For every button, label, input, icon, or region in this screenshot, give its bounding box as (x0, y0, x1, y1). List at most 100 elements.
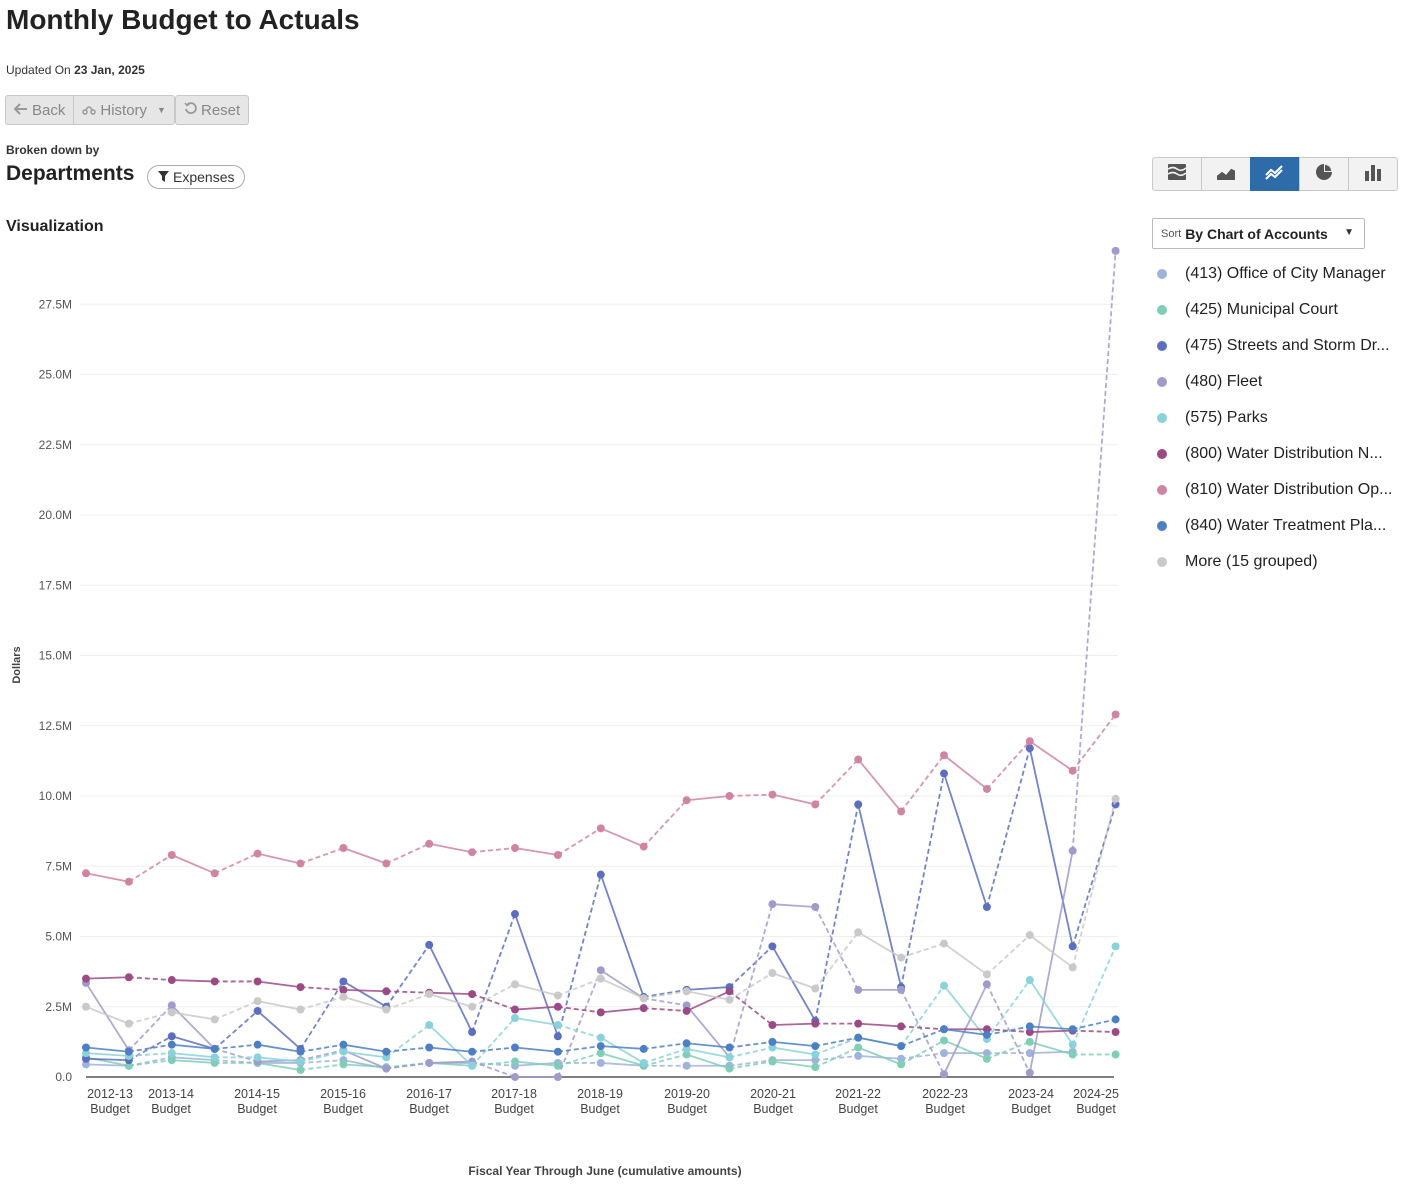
viz-bar-button[interactable] (1348, 157, 1398, 191)
data-point[interactable] (296, 1065, 305, 1074)
data-point[interactable] (296, 1047, 305, 1056)
data-point[interactable] (1025, 931, 1034, 940)
data-point[interactable] (596, 1042, 605, 1051)
data-point[interactable] (296, 859, 305, 868)
data-point[interactable] (940, 769, 948, 778)
data-point[interactable] (1111, 800, 1120, 809)
data-point[interactable] (82, 869, 90, 878)
data-point[interactable] (897, 953, 906, 962)
data-point[interactable] (468, 990, 477, 999)
data-point[interactable] (682, 1050, 691, 1059)
data-point[interactable] (511, 1057, 519, 1066)
data-point[interactable] (1111, 710, 1120, 719)
data-point[interactable] (1068, 1025, 1077, 1034)
data-point[interactable] (511, 1013, 519, 1022)
data-point[interactable] (897, 985, 906, 994)
data-point[interactable] (553, 991, 562, 1000)
data-point[interactable] (682, 1006, 691, 1015)
data-point[interactable] (124, 1061, 133, 1070)
viz-line-button[interactable] (1250, 157, 1300, 191)
data-point[interactable] (511, 1005, 519, 1014)
data-point[interactable] (167, 976, 176, 985)
legend-item[interactable]: (810) Water Distribution Op... (1155, 472, 1410, 508)
data-point[interactable] (1111, 246, 1120, 255)
data-point[interactable] (596, 966, 605, 975)
legend-item[interactable]: (425) Municipal Court (1155, 292, 1410, 328)
data-point[interactable] (425, 990, 434, 999)
data-point[interactable] (982, 1049, 991, 1058)
data-point[interactable] (854, 1051, 863, 1060)
data-point[interactable] (725, 1053, 734, 1062)
data-point[interactable] (811, 1042, 820, 1051)
data-point[interactable] (1068, 942, 1077, 951)
data-point[interactable] (296, 1057, 305, 1066)
data-point[interactable] (982, 902, 991, 911)
data-point[interactable] (82, 974, 90, 983)
data-point[interactable] (854, 1019, 863, 1028)
data-point[interactable] (854, 755, 863, 764)
data-point[interactable] (725, 995, 734, 1004)
data-point[interactable] (210, 1058, 219, 1067)
legend-item[interactable]: (480) Fleet (1155, 364, 1410, 400)
data-point[interactable] (811, 1050, 820, 1059)
data-point[interactable] (682, 1001, 691, 1010)
legend-item[interactable]: (575) Parks (1155, 400, 1410, 436)
data-point[interactable] (468, 848, 477, 857)
data-point[interactable] (1068, 846, 1077, 855)
data-point[interactable] (167, 851, 176, 860)
data-point[interactable] (124, 1019, 133, 1028)
data-point[interactable] (1111, 794, 1120, 803)
data-point[interactable] (1025, 1037, 1034, 1046)
data-point[interactable] (596, 870, 605, 879)
data-point[interactable] (82, 1002, 90, 1011)
data-point[interactable] (511, 843, 519, 852)
data-point[interactable] (596, 1049, 605, 1058)
data-point[interactable] (854, 1043, 863, 1052)
data-point[interactable] (596, 1008, 605, 1017)
data-point[interactable] (897, 1054, 906, 1063)
viz-area-button[interactable] (1201, 157, 1251, 191)
data-point[interactable] (596, 1033, 605, 1042)
data-point[interactable] (811, 984, 820, 993)
data-point[interactable] (811, 1056, 820, 1065)
data-point[interactable] (468, 1047, 477, 1056)
data-point[interactable] (210, 1053, 219, 1062)
data-point[interactable] (940, 939, 948, 948)
data-point[interactable] (296, 983, 305, 992)
data-point[interactable] (339, 1047, 348, 1056)
data-point[interactable] (339, 843, 348, 852)
data-point[interactable] (468, 1028, 477, 1037)
data-point[interactable] (725, 1064, 734, 1073)
data-point[interactable] (811, 1019, 820, 1028)
data-point[interactable] (682, 1061, 691, 1070)
data-point[interactable] (596, 824, 605, 833)
data-point[interactable] (1025, 1022, 1034, 1031)
data-point[interactable] (768, 790, 777, 799)
data-point[interactable] (940, 1025, 948, 1034)
data-point[interactable] (511, 910, 519, 919)
data-point[interactable] (1068, 963, 1077, 972)
data-point[interactable] (210, 1044, 219, 1053)
data-point[interactable] (425, 1043, 434, 1052)
data-point[interactable] (425, 1058, 434, 1067)
data-point[interactable] (253, 1053, 262, 1062)
data-point[interactable] (982, 784, 991, 793)
data-point[interactable] (82, 1054, 90, 1063)
data-point[interactable] (682, 987, 691, 996)
back-button[interactable]: Back (5, 95, 75, 125)
data-point[interactable] (210, 869, 219, 878)
data-point[interactable] (854, 1033, 863, 1042)
data-point[interactable] (768, 942, 777, 951)
data-point[interactable] (639, 1058, 648, 1067)
data-point[interactable] (811, 800, 820, 809)
data-point[interactable] (553, 851, 562, 860)
data-point[interactable] (940, 1070, 948, 1079)
data-point[interactable] (468, 1061, 477, 1070)
legend-item[interactable]: (800) Water Distribution N... (1155, 436, 1410, 472)
data-point[interactable] (768, 1021, 777, 1030)
data-point[interactable] (553, 1061, 562, 1070)
data-point[interactable] (382, 1064, 391, 1073)
data-point[interactable] (82, 1049, 90, 1058)
data-point[interactable] (682, 796, 691, 805)
data-point[interactable] (253, 1040, 262, 1049)
